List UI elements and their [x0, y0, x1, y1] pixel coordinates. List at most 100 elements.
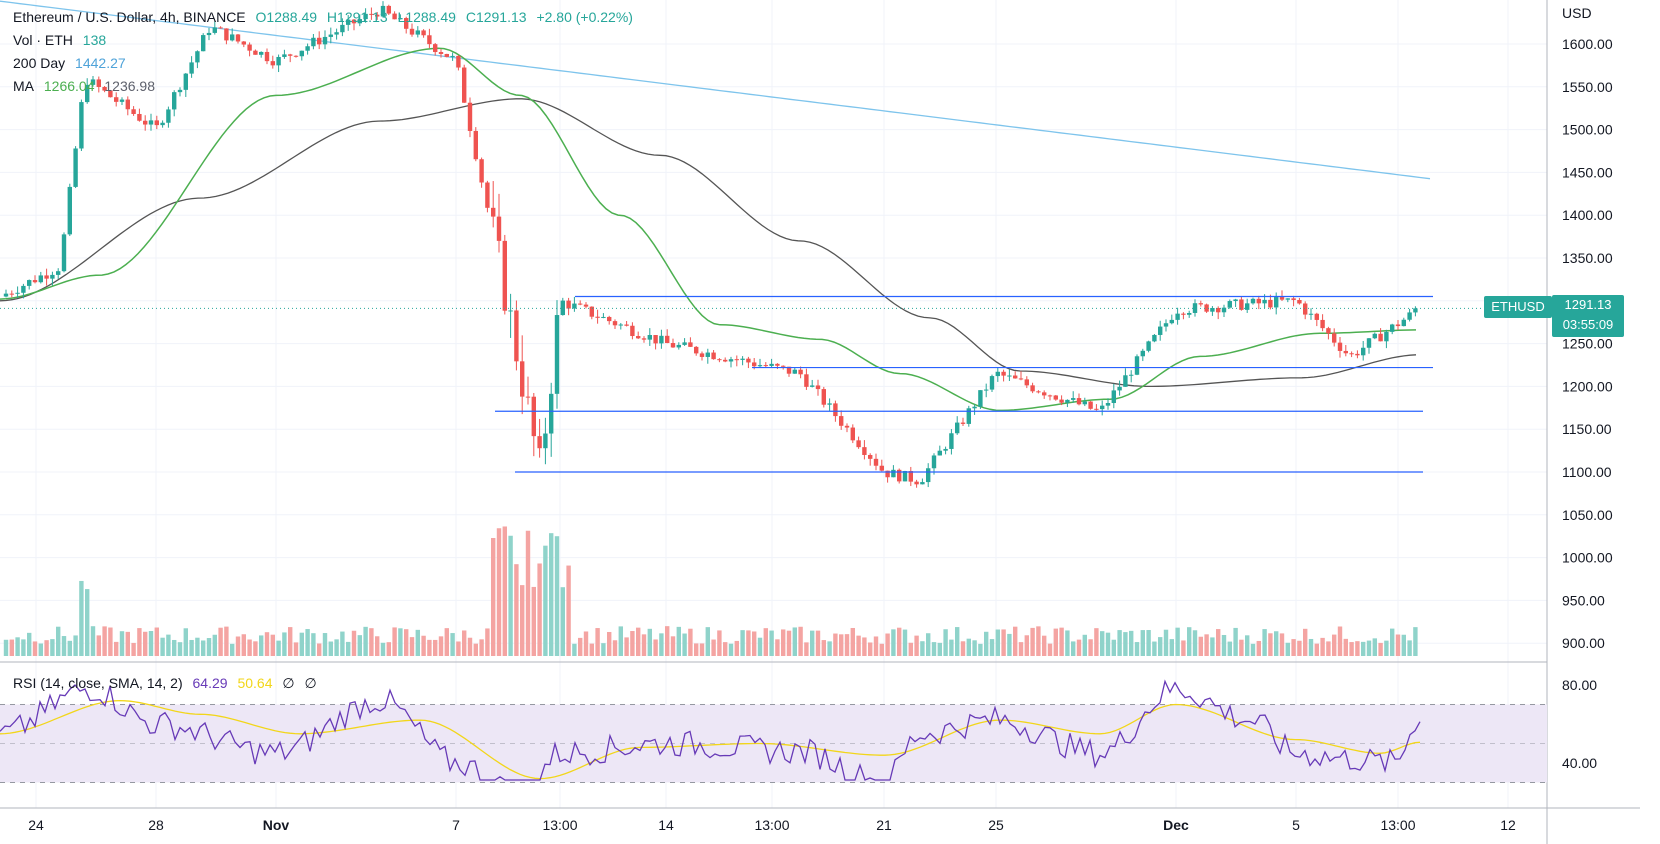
volume-bar	[578, 637, 583, 656]
volume-bar	[1013, 626, 1018, 656]
volume-bar	[311, 633, 316, 656]
volume-bar	[699, 643, 705, 656]
candle-body	[711, 352, 716, 360]
candle-body	[235, 34, 241, 42]
candle-body	[694, 346, 699, 354]
candle-body	[966, 408, 971, 424]
candle-body	[769, 363, 774, 366]
candle-body	[282, 54, 287, 57]
volume-bar	[299, 632, 304, 656]
volume-bar	[1349, 642, 1354, 656]
candle-body	[386, 5, 391, 14]
volume-bar	[1001, 629, 1006, 656]
candle-body	[589, 306, 594, 317]
volume-bar	[398, 628, 403, 656]
price-axis-tick-label: 1550.00	[1562, 79, 1613, 95]
time-axis-tick-label: 14	[658, 817, 674, 833]
candle-body	[763, 365, 768, 367]
volume-bar	[369, 628, 374, 656]
candle-body	[1355, 353, 1360, 356]
candle-body	[346, 19, 351, 25]
volume-bar	[1163, 629, 1169, 656]
candle-body	[61, 234, 67, 272]
candle-body	[317, 37, 322, 45]
candle-body	[1256, 298, 1261, 304]
volume-bar	[131, 642, 136, 656]
volume-bar	[137, 628, 142, 656]
candle-body	[288, 54, 293, 56]
candle-body	[989, 376, 995, 390]
volume-bar	[247, 639, 252, 656]
volume-bar	[1129, 630, 1134, 656]
volume-bar	[56, 626, 61, 656]
volume-bar	[641, 634, 647, 656]
volume-bar	[404, 629, 409, 656]
symbol-legend: Ethereum / U.S. Dollar, 4h, BINANCE O128…	[13, 6, 639, 28]
candle-body	[1140, 350, 1145, 357]
candle-body	[1285, 298, 1290, 300]
volume-bar	[1065, 630, 1070, 656]
candle-body	[1030, 385, 1035, 392]
candle-body	[38, 275, 43, 283]
candle-body	[1071, 398, 1076, 400]
candle-body	[1158, 326, 1163, 335]
volume-bar	[670, 636, 676, 656]
rsi-axis-tick-label: 80.00	[1562, 677, 1597, 693]
candle-body	[641, 338, 647, 340]
volume-bar	[1100, 631, 1105, 656]
volume-bar	[1036, 626, 1041, 656]
ohlc-low: L1288.49	[397, 9, 456, 25]
volume-bar	[1308, 638, 1314, 656]
candle-body	[885, 470, 890, 478]
candle-body	[380, 5, 386, 17]
volume-bar	[543, 545, 548, 656]
candle-body	[491, 207, 496, 217]
volume-bar	[259, 635, 264, 656]
candle-body	[496, 216, 502, 241]
volume-bar	[351, 630, 357, 656]
volume-bar	[73, 635, 78, 656]
volume-bar	[212, 634, 217, 656]
candle-body	[566, 300, 571, 309]
volume-value: 138	[82, 32, 107, 48]
volume-bar	[154, 627, 159, 656]
volume-bar	[1314, 643, 1319, 656]
candle-body	[815, 385, 821, 390]
volume-bar	[114, 641, 119, 656]
candle-body	[438, 52, 444, 54]
candle-body	[189, 62, 194, 74]
volume-bar	[293, 642, 299, 656]
candle-body	[172, 92, 177, 110]
volume-bar	[682, 633, 687, 656]
candle-body	[647, 335, 652, 340]
volume-bar	[125, 631, 130, 656]
volume-bar	[1204, 634, 1209, 656]
candle-body	[56, 271, 61, 275]
volume-bar	[1181, 640, 1186, 656]
candle-body	[90, 79, 96, 85]
volume-bar	[143, 631, 148, 656]
volume-bar	[1111, 639, 1116, 656]
candle-body	[1413, 308, 1418, 313]
volume-bar	[1018, 642, 1024, 656]
volume-bar	[1268, 633, 1273, 656]
volume-bar	[61, 636, 67, 656]
volume-bar	[1378, 642, 1383, 656]
candle-body	[810, 385, 815, 387]
candle-body	[1378, 333, 1383, 342]
volume-bar	[21, 639, 26, 656]
volume-bar	[241, 634, 246, 656]
volume-bar	[636, 627, 641, 656]
volume-bar	[1250, 643, 1256, 656]
volume-bar	[839, 634, 844, 656]
candle-body	[1187, 312, 1192, 315]
volume-bar	[1413, 627, 1418, 656]
candle-body	[914, 481, 919, 485]
candle-body	[804, 374, 809, 387]
volume-bar	[32, 641, 38, 656]
candle-body	[73, 148, 78, 187]
volume-bar	[27, 632, 32, 656]
volume-bar	[375, 636, 380, 656]
volume-bar	[694, 643, 699, 656]
